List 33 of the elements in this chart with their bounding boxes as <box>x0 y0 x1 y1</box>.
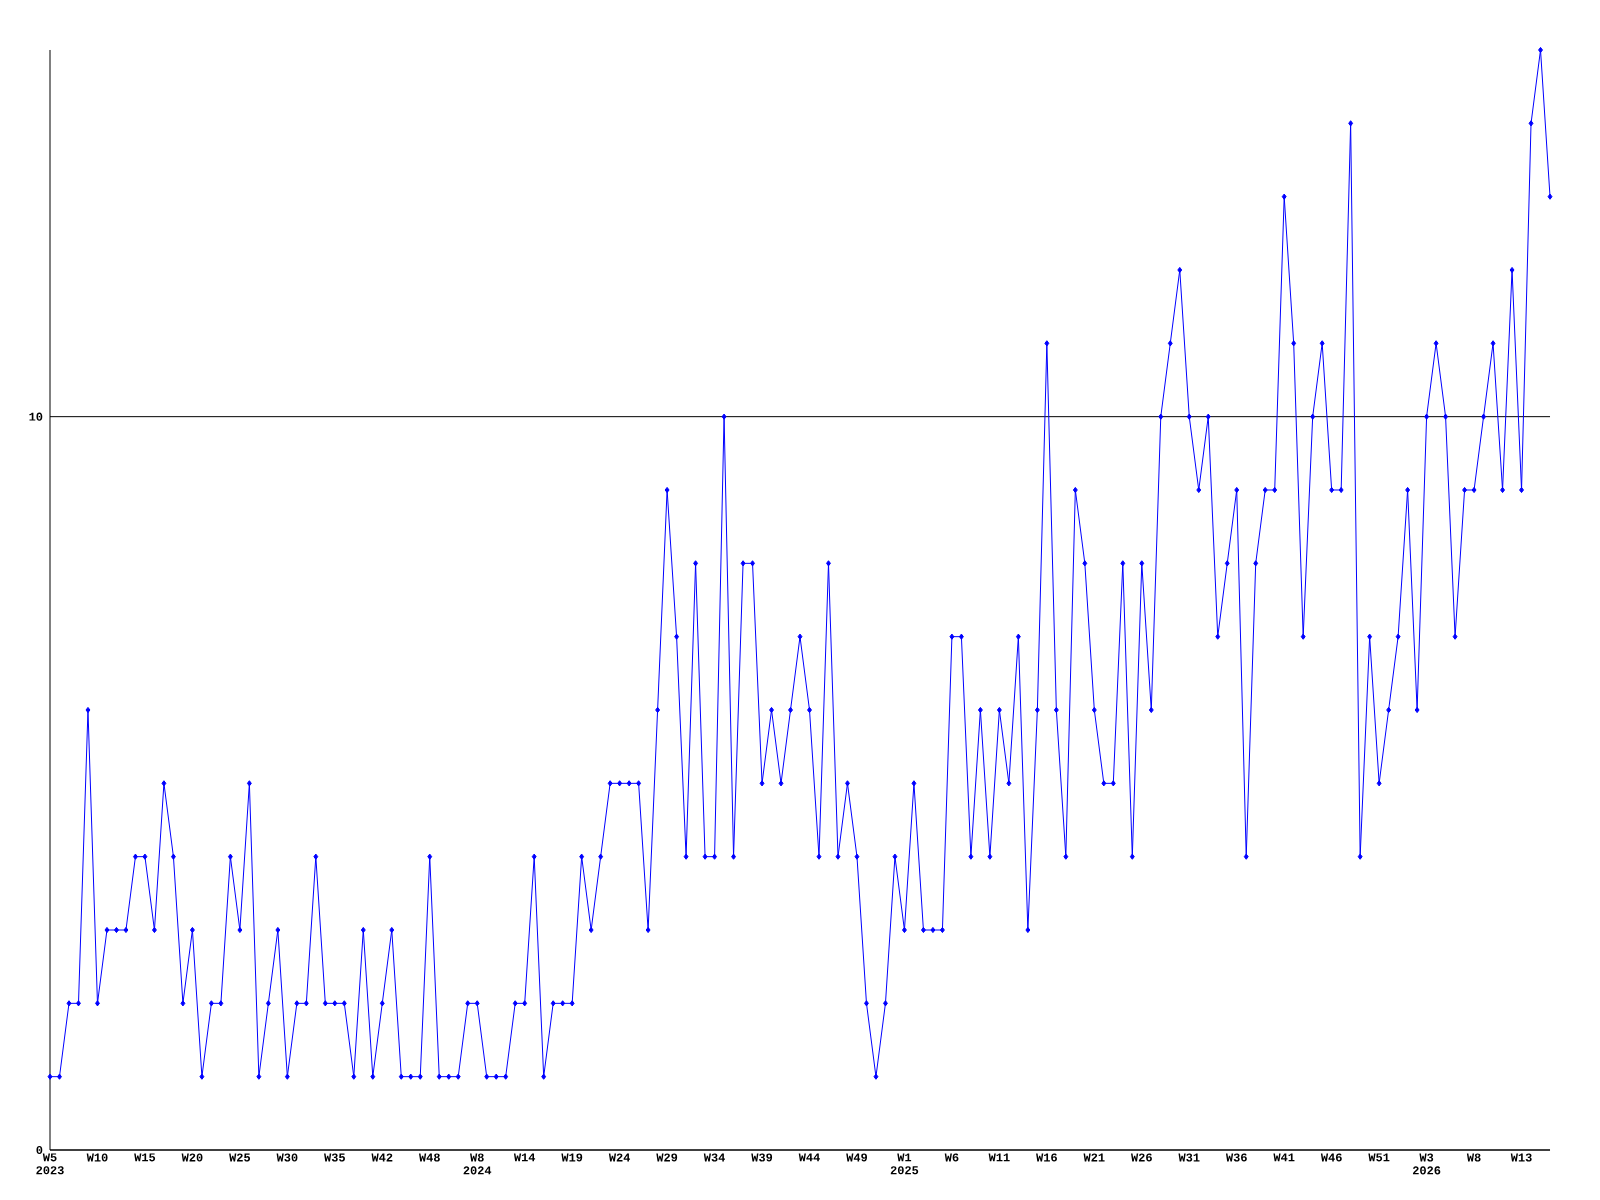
x-tick-label: W8 <box>1466 1153 1481 1162</box>
x-tick-label: W3 2026 <box>1412 1153 1441 1175</box>
x-tick-label: W19 <box>561 1153 583 1162</box>
x-tick-label: W41 <box>1273 1153 1295 1162</box>
x-tick-label: W29 <box>656 1153 678 1162</box>
x-tick-label: W48 <box>418 1153 440 1162</box>
y-tick-label: 0 <box>36 1145 43 1155</box>
x-tick-label: W31 <box>1178 1153 1200 1162</box>
x-tick-label: W6 <box>944 1153 959 1162</box>
x-tick-label: W34 <box>703 1153 725 1162</box>
x-tick-label: W21 <box>1083 1153 1105 1162</box>
x-tick-label: W11 <box>988 1153 1010 1162</box>
x-tick-label: W14 <box>513 1153 536 1162</box>
x-tick-label: W8 2024 <box>463 1153 492 1175</box>
x-tick-label: W49 <box>846 1153 868 1162</box>
x-tick-label: W44 <box>798 1153 820 1162</box>
x-tick-label: W42 <box>371 1153 393 1162</box>
x-tick-label: W51 <box>1368 1153 1390 1162</box>
x-tick-label: W36 <box>1225 1153 1247 1162</box>
y-tick-label: 10 <box>29 412 43 421</box>
x-tick-label: W46 <box>1320 1153 1342 1162</box>
x-tick-label: W35 <box>324 1153 345 1162</box>
x-tick-label: W13 <box>1510 1153 1532 1162</box>
x-tick-label: W26 <box>1131 1153 1152 1162</box>
x-tick-label: W20 <box>181 1153 203 1162</box>
x-tick-label: W10 <box>86 1153 108 1162</box>
x-tick-label: W15 <box>134 1153 156 1162</box>
x-tick-label: W24 <box>608 1153 631 1162</box>
x-tick-label: W16 <box>1036 1153 1057 1162</box>
x-tick-label: W25 <box>229 1153 251 1162</box>
x-tick-label: W1 2025 <box>890 1153 919 1175</box>
x-tick-label: W39 <box>751 1153 773 1162</box>
x-tick-label: W30 <box>276 1153 298 1162</box>
